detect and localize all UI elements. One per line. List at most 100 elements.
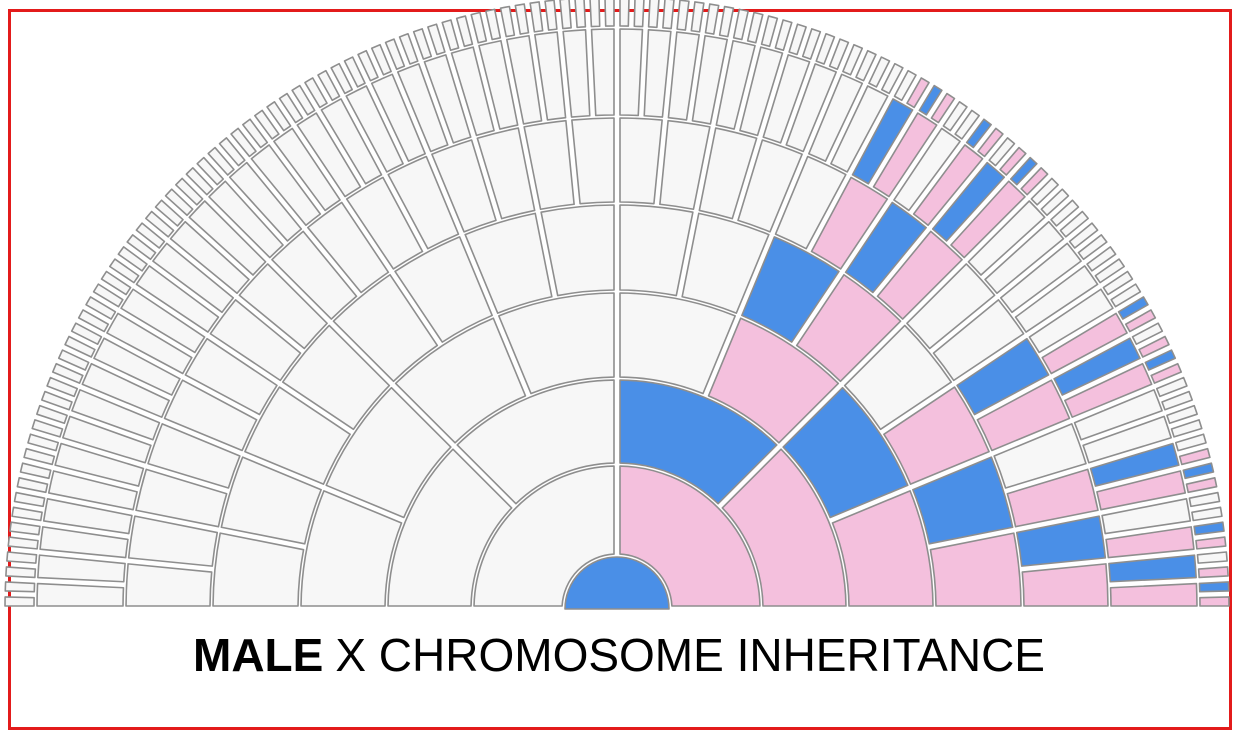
ancestor-cell-gen7-128 [1199,596,1230,607]
ancestor-cell-gen6-31 [562,29,591,118]
ancestor-cell-gen6-8 [71,389,161,441]
ancestor-cell-gen5-22 [810,176,889,270]
ancestor-cell-gen3-1 [300,490,403,607]
ancestor-cell-gen4-9 [619,204,694,297]
ancestor-cell-gen6-36 [691,34,729,125]
ancestor-cell-gen7-80 [828,38,850,71]
ancestor-cell-gen6-12 [120,288,206,354]
ancestor-cell-gen7-15 [40,390,73,411]
ancestor-cell-gen7-108 [1124,309,1157,333]
ancestor-cell-gen7-2 [4,581,36,593]
ancestor-cell-gen5-25 [906,263,996,350]
ancestor-cell-gen3-3 [394,317,527,444]
ancestor-cell-gen7-64 [604,0,615,27]
ancestor-cell-gen6-7 [62,415,152,464]
ancestor-cell-gen7-42 [291,84,316,116]
ancestor-cell-gen6-20 [273,127,341,212]
ancestor-cell-gen7-6 [9,521,41,536]
ancestor-cell-gen7-17 [51,362,84,384]
ancestor-cell-gen6-59 [1089,442,1180,487]
ancestor-cell-gen7-61 [559,0,572,30]
ancestor-cell-gen5-2 [127,515,219,567]
ancestor-cell-gen7-32 [175,177,204,206]
ancestor-cell-gen3-7 [782,386,909,519]
ancestor-cell-gen6-44 [872,112,938,198]
ancestor-cell-gen7-53 [441,19,460,52]
ancestor-cell-gen4-14 [883,386,990,485]
ancestor-cell-gen6-53 [1028,288,1114,354]
ancestor-cell-gen7-43 [304,77,328,109]
ancestor-cell-gen5-13 [431,139,497,233]
ancestor-cell-gen7-118 [1178,447,1211,466]
ancestor-cell-gen7-45 [330,62,353,95]
ancestor-cell-gen7-48 [370,43,392,76]
ancestor-cell-gen5-20 [737,139,803,233]
ancestor-cell-gen6-5 [47,470,138,511]
ancestor-cell-gen7-92 [977,127,1004,158]
ancestor-cell-gen7-74 [746,11,764,44]
ancestor-cell-gen5-17 [619,117,663,205]
ancestor-cell-gen6-30 [534,31,567,121]
ancestor-cell-gen6-15 [169,220,250,295]
ancestor-cell-gen7-123 [1193,521,1225,536]
ancestor-cell-gen4-3 [244,386,351,485]
ancestor-cell-gen7-84 [881,62,904,95]
ancestor-cell-gen7-77 [788,23,807,56]
ancestor-cell-gen7-127 [1198,581,1230,593]
ancestor-cell-gen6-13 [135,265,220,333]
ancestor-cell-gen6-35 [667,31,700,121]
ancestor-cell-gen5-26 [932,299,1025,382]
ancestor-cell-gen5-1 [125,563,213,607]
ancestor-cell-gen6-39 [762,54,811,144]
ancestor-cell-gen7-31 [164,188,194,217]
ancestor-cell-gen5-18 [659,119,711,211]
ancestor-cell-gen7-19 [64,335,96,358]
ancestor-cell-gen7-89 [942,101,968,132]
ancestor-cell-gen7-119 [1182,462,1215,480]
ancestor-cell-gen6-40 [785,63,837,153]
ancestor-cell-gen7-24 [100,270,132,296]
ancestor-cell-gen6-42 [830,85,889,173]
ancestor-cell-gen7-81 [842,43,864,76]
ancestor-cell-gen5-8 [238,263,328,350]
ancestor-cell-gen7-121 [1188,491,1221,508]
ancestor-cell-gen7-122 [1191,506,1223,522]
ancestor-cell-gen7-26 [117,246,148,272]
ancestor-cell-gen7-18 [57,349,90,371]
ancestor-cell-gen4-1 [212,532,305,607]
ancestor-cell-gen7-96 [1020,167,1049,196]
ancestor-cell-gen7-4 [6,551,38,564]
ancestor-cell-gen7-7 [11,506,43,522]
ancestor-cell-gen7-68 [662,0,675,30]
ancestor-cell-gen6-1 [36,582,125,607]
ancestor-cell-gen6-47 [931,161,1006,242]
ancestor-cell-gen7-47 [357,49,379,82]
ancestor-cell-gen6-22 [320,98,383,185]
ancestor-cell-gen3-4 [498,292,615,395]
ancestor-cell-gen6-64 [1109,582,1198,607]
ancestor-cell-gen7-39 [254,109,280,140]
ancestor-cell-gen6-63 [1108,554,1197,583]
ancestor-cell-gen7-58 [514,3,530,35]
ancestor-cell-gen7-51 [412,28,433,60]
ancestor-cell-gen6-38 [739,46,784,137]
ancestor-cell-gen7-124 [1195,536,1227,550]
ancestor-cell-gen7-72 [718,5,735,38]
ancestor-cell-gen6-58 [1082,415,1172,464]
ancestor-cell-gen7-65 [619,0,630,27]
ancestor-cell-gen6-23 [345,85,404,173]
ancestor-cell-gen7-115 [1166,404,1198,425]
ancestor-cell-gen7-50 [398,32,419,65]
ancestor-cell-gen7-109 [1131,322,1164,345]
ancestor-cell-gen6-32 [590,28,615,117]
ancestor-cell-gen7-56 [485,8,502,41]
ancestor-cell-gen7-44 [317,69,341,102]
ancestor-cell-gen7-63 [589,0,601,28]
ancestor-cell-gen7-9 [16,477,49,494]
ancestor-cell-gen7-33 [185,167,214,196]
ancestor-cell-gen6-29 [505,34,543,125]
ancestor-cell-gen7-91 [965,118,992,149]
ancestor-cell-gen5-10 [307,201,390,294]
ancestor-cell-gen4-16 [929,532,1022,607]
